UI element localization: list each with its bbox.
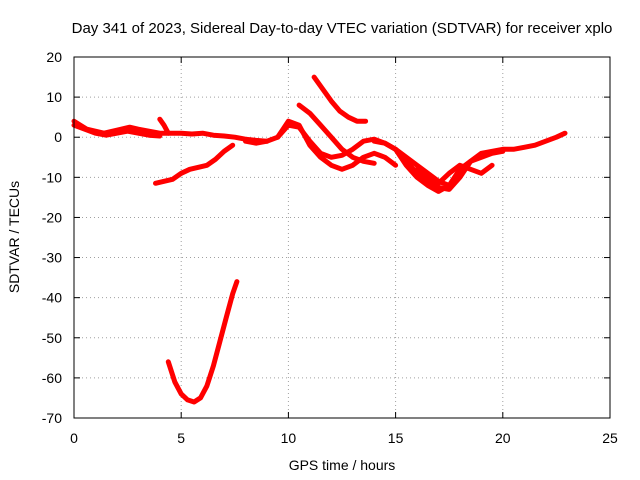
y-tick-label: -50 — [42, 330, 62, 346]
y-tick-label: 20 — [46, 49, 62, 65]
y-axis-label: SDTVAR / TECUs — [6, 181, 22, 293]
series-layer — [71, 74, 568, 405]
x-tick-label: 25 — [602, 430, 618, 446]
series-line-trace-7 — [275, 118, 399, 172]
series-line-trace-5 — [157, 116, 171, 136]
chart-title: Day 341 of 2023, Sidereal Day-to-day VTE… — [72, 20, 613, 37]
y-tick-label: -40 — [42, 290, 62, 306]
grid-lines — [74, 57, 610, 418]
y-tick-label: -70 — [42, 410, 62, 426]
y-tick-label: 10 — [46, 89, 62, 105]
y-tick-label: -60 — [42, 370, 62, 386]
x-tick-label: 10 — [281, 430, 297, 446]
series-line-trace-3 — [153, 142, 236, 186]
x-tick-label: 0 — [70, 430, 78, 446]
x-axis-label: GPS time / hours — [289, 457, 396, 473]
y-tick-label: 0 — [54, 129, 62, 145]
y-tick-label: -20 — [42, 209, 62, 225]
series-line-trace-9 — [311, 74, 369, 124]
y-tick-label: -10 — [42, 169, 62, 185]
x-tick-label: 20 — [495, 430, 511, 446]
ticks: 0 5 10 15 20 25 20 10 0 -10 -20 -30 -40 -50 -60 -70 — [42, 49, 618, 446]
x-tick-label: 5 — [177, 430, 185, 446]
series-line-trace-1 — [71, 118, 270, 144]
x-tick-label: 15 — [388, 430, 404, 446]
series-line-trace-8 — [296, 102, 377, 166]
y-tick-label: -30 — [42, 250, 62, 266]
series-line-trace-4 — [165, 279, 240, 405]
series-line-trace-12 — [414, 162, 495, 186]
plot-frame — [73, 56, 611, 419]
series-line-trace-2 — [71, 122, 163, 139]
series-line-trace-11 — [393, 146, 506, 194]
